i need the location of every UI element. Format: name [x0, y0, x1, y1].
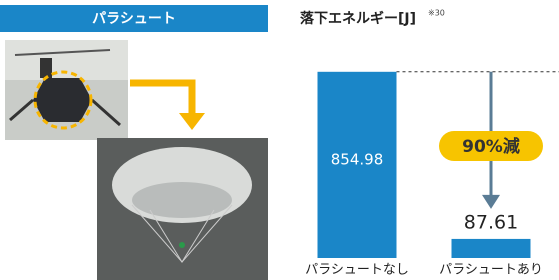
x-tick-label: パラシュートなし [305, 263, 409, 278]
flow-arrow [130, 83, 205, 130]
chart-title: 落下エネルギー[J] [300, 10, 416, 27]
value-label: 854.98 [331, 150, 384, 168]
reduction-arrowhead [482, 195, 500, 209]
bar [452, 239, 531, 258]
page: パラシュート 落下エネルギー[J] ※30 パラシュートなし パラシュートあり 85… [0, 0, 559, 280]
x-tick-label: パラシュートあり [439, 263, 543, 278]
value-label: 87.61 [464, 211, 518, 233]
parachute-photo [97, 138, 268, 280]
panel-title: パラシュート [92, 11, 176, 27]
annotation: 90%減 [462, 136, 520, 157]
drone-photo [5, 40, 128, 140]
title-note: ※30 [428, 9, 445, 18]
